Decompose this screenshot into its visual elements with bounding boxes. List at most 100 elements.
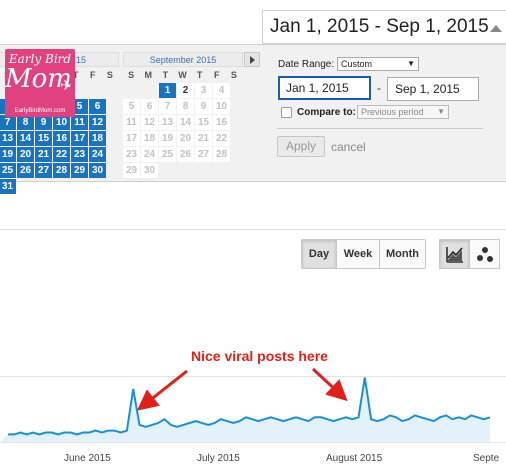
end-date-input[interactable]: Sep 1, 2015 bbox=[387, 77, 479, 101]
calendar-date[interactable]: 22 bbox=[53, 147, 70, 162]
calendar-date[interactable]: 10 bbox=[53, 115, 70, 130]
calendar-date[interactable]: 13 bbox=[0, 131, 16, 146]
week-button[interactable]: Week bbox=[336, 239, 380, 269]
calendar-date[interactable]: 21 bbox=[35, 147, 52, 162]
calendar-date[interactable]: 11 bbox=[71, 115, 88, 130]
calendar-date[interactable]: 25 bbox=[159, 147, 176, 162]
calendar-date[interactable]: 10 bbox=[213, 99, 230, 114]
calendar-date[interactable]: 11 bbox=[123, 115, 140, 130]
calendar-date[interactable]: 29 bbox=[123, 163, 140, 178]
x-tick-label: August 2015 bbox=[326, 453, 383, 464]
date-picker-panel: Early Bird Mom ✈ EarlyBirdMom.com 15 SMT… bbox=[0, 44, 506, 194]
calendar-date[interactable]: 29 bbox=[71, 163, 88, 178]
calendar-date[interactable]: 9 bbox=[195, 99, 212, 114]
calendar-date[interactable]: 7 bbox=[159, 99, 176, 114]
calendar-date[interactable]: 13 bbox=[159, 115, 176, 130]
annotation-arrows bbox=[136, 367, 348, 411]
start-date-input[interactable]: Jan 1, 2015 bbox=[278, 76, 371, 100]
date-range-display: Jan 1, 2015 - Sep 1, 2015 bbox=[270, 16, 489, 37]
calendar-date[interactable]: 20 bbox=[177, 131, 194, 146]
calendar-date[interactable]: 28 bbox=[53, 163, 70, 178]
calendar-date[interactable]: 21 bbox=[195, 131, 212, 146]
calendar-date[interactable]: 15 bbox=[35, 131, 52, 146]
calendar-date[interactable]: 9 bbox=[35, 115, 52, 130]
calendar-date[interactable]: 23 bbox=[123, 147, 140, 162]
calendar-date[interactable]: 25 bbox=[0, 163, 16, 178]
calendar-date[interactable]: 2 bbox=[177, 83, 194, 98]
calendar-date[interactable]: 6 bbox=[89, 99, 106, 114]
calendar-date[interactable]: 15 bbox=[195, 115, 212, 130]
calendar-date[interactable]: 8 bbox=[177, 99, 194, 114]
day-name: F bbox=[90, 70, 96, 80]
logo-line1: Early Bird bbox=[8, 52, 72, 66]
day-name: W bbox=[178, 70, 187, 80]
annotation-text: Nice viral posts here bbox=[191, 348, 328, 364]
calendar-date[interactable]: 26 bbox=[17, 163, 34, 178]
date-range-select[interactable]: Custom ▼ bbox=[337, 57, 419, 71]
calendar-date[interactable]: 12 bbox=[89, 115, 106, 130]
calendar-date[interactable]: 24 bbox=[89, 147, 106, 162]
granularity-toggle: Day Week Month bbox=[301, 239, 426, 269]
date-separator: - bbox=[377, 81, 381, 95]
calendar-date[interactable]: 19 bbox=[159, 131, 176, 146]
calendar-date[interactable]: 5 bbox=[71, 99, 88, 114]
calendar-date[interactable]: 31 bbox=[0, 179, 16, 194]
next-month-button[interactable] bbox=[244, 52, 260, 67]
date-range-label: Date Range: bbox=[278, 59, 335, 70]
calendar-date[interactable]: 3 bbox=[195, 83, 212, 98]
calendar-date[interactable]: 1 bbox=[159, 83, 176, 98]
compare-checkbox[interactable] bbox=[281, 107, 292, 118]
calendar-empty-cell bbox=[141, 83, 158, 98]
calendar-empty-cell bbox=[89, 179, 106, 194]
date-range-selector[interactable]: Jan 1, 2015 - Sep 1, 2015 bbox=[262, 10, 506, 44]
calendar-date[interactable]: 27 bbox=[35, 163, 52, 178]
compare-select-value: Previous period bbox=[361, 107, 424, 117]
logo: Early Bird Mom ✈ EarlyBirdMom.com bbox=[5, 49, 75, 117]
calendar-date[interactable]: 27 bbox=[195, 147, 212, 162]
calendar-date[interactable]: 17 bbox=[71, 131, 88, 146]
compare-select[interactable]: Previous period ▼ bbox=[357, 105, 449, 119]
calendar-empty-cell bbox=[71, 179, 88, 194]
month-button[interactable]: Month bbox=[379, 239, 426, 269]
calendar-empty-cell bbox=[195, 163, 212, 178]
calendar-date[interactable]: 20 bbox=[17, 147, 34, 162]
calendar-empty-cell bbox=[89, 83, 106, 98]
day-button[interactable]: Day bbox=[301, 239, 337, 269]
calendar-date[interactable]: 5 bbox=[123, 99, 140, 114]
calendar-empty-cell bbox=[177, 163, 194, 178]
calendar-date[interactable]: 28 bbox=[213, 147, 230, 162]
calendar-date[interactable]: 12 bbox=[141, 115, 158, 130]
line-chart-button[interactable] bbox=[439, 239, 470, 269]
calendar-date[interactable]: 6 bbox=[141, 99, 158, 114]
calendar-date[interactable]: 23 bbox=[71, 147, 88, 162]
start-date-value: Jan 1, 2015 bbox=[286, 81, 349, 95]
calendar-date[interactable]: 18 bbox=[141, 131, 158, 146]
calendar-right-grid: 1 2 3 4 5 6 7 8 9 10 11 12 13 14 15 16 17 18 19 20 21 22 23 24 2… bbox=[123, 83, 243, 179]
calendar-date[interactable]: 8 bbox=[17, 115, 34, 130]
chart-series-line bbox=[8, 377, 491, 436]
calendar-date[interactable]: 26 bbox=[177, 147, 194, 162]
section-divider bbox=[0, 229, 506, 230]
calendar-date[interactable]: 16 bbox=[53, 131, 70, 146]
calendar-date[interactable]: 17 bbox=[123, 131, 140, 146]
calendar-date[interactable]: 14 bbox=[177, 115, 194, 130]
arrow-right bbox=[311, 367, 348, 402]
cancel-link[interactable]: cancel bbox=[331, 140, 366, 154]
motion-chart-button[interactable] bbox=[469, 239, 500, 269]
dropdown-arrow-icon: ▼ bbox=[437, 107, 445, 116]
calendar-date[interactable]: 24 bbox=[141, 147, 158, 162]
calendar-date[interactable]: 22 bbox=[213, 131, 230, 146]
calendar-date[interactable]: 30 bbox=[141, 163, 158, 178]
chart-baseline bbox=[0, 442, 506, 443]
calendar-date[interactable]: 30 bbox=[89, 163, 106, 178]
apply-button[interactable]: Apply bbox=[277, 136, 325, 157]
calendar-date[interactable]: 16 bbox=[213, 115, 230, 130]
sessions-chart bbox=[0, 377, 491, 442]
calendar-date[interactable]: 18 bbox=[89, 131, 106, 146]
calendar-right-title: September 2015 bbox=[123, 52, 243, 67]
calendar-date[interactable]: 4 bbox=[213, 83, 230, 98]
calendar-date[interactable]: 19 bbox=[0, 147, 16, 162]
calendar-date[interactable]: 7 bbox=[0, 115, 16, 130]
calendar-date[interactable]: 14 bbox=[17, 131, 34, 146]
